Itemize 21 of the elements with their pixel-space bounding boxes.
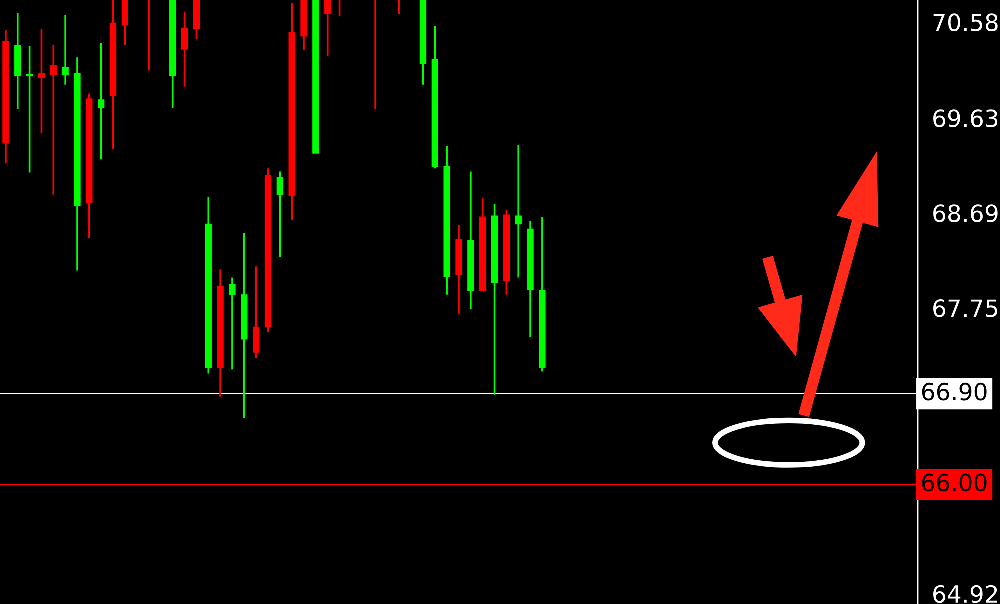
candlestick: [181, 11, 188, 88]
candlestick: [38, 28, 46, 134]
ref-line-label: 66.00: [922, 474, 987, 492]
candlestick: [50, 44, 57, 196]
candlestick: [515, 144, 522, 279]
y-tick-label: 68.69: [934, 204, 998, 222]
candlestick: [396, 0, 403, 16]
candlestick: [62, 14, 69, 86]
candlestick: [276, 170, 284, 258]
y-tick-label: 64.92: [934, 585, 998, 604]
candlestick: [324, 0, 332, 58]
candlestick: [229, 276, 236, 371]
candlestick: [336, 0, 344, 18]
ref-line-label: 66.90: [922, 382, 987, 401]
y-tick-label: 70.58: [934, 14, 998, 32]
y-tick-label: 67.75: [934, 300, 998, 318]
candlestick: [372, 0, 379, 110]
y-tick-label: 69.63: [934, 110, 998, 128]
candlestick: [26, 46, 34, 174]
candlestick: [98, 42, 105, 160]
candlestick: [146, 0, 152, 72]
